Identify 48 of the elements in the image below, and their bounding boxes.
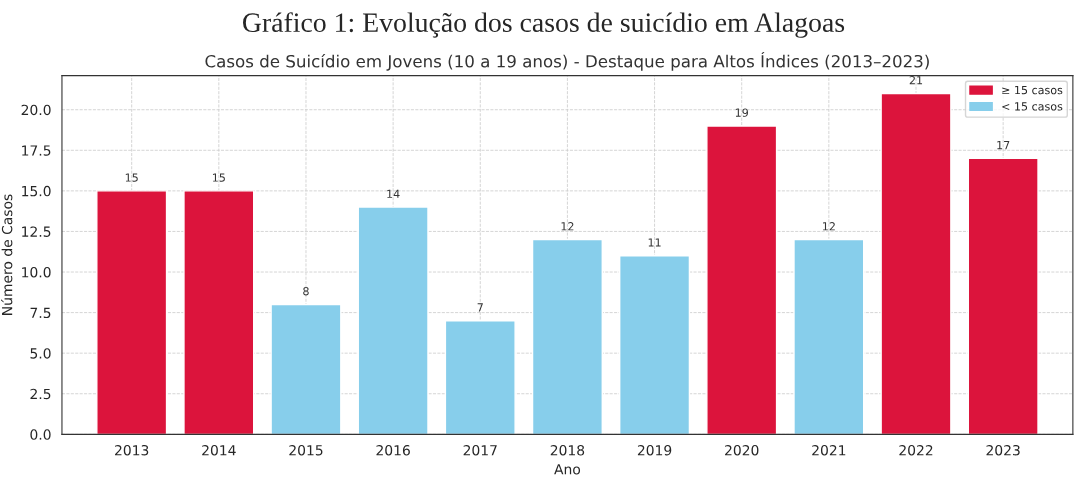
x-tick-label: 2013 <box>115 444 149 456</box>
y-tick-label: 2.5 <box>30 388 51 400</box>
data-label: 8 <box>303 286 309 296</box>
data-label: 15 <box>212 173 225 182</box>
bar <box>270 303 342 435</box>
y-tick-label: 20.0 <box>21 104 51 116</box>
data-label: 11 <box>648 238 661 247</box>
data-label: 12 <box>823 222 835 231</box>
bar <box>357 206 429 435</box>
x-tick-label: 2021 <box>812 444 846 456</box>
data-label: 14 <box>387 189 400 198</box>
y-tick-label: 15.0 <box>22 185 51 197</box>
y-tick-label: 7.5 <box>30 307 51 319</box>
x-tick-label: 2015 <box>289 444 323 456</box>
y-tick-label: 5.0 <box>30 348 51 359</box>
bar <box>706 125 778 435</box>
x-tick-label: 2023 <box>986 444 1020 456</box>
bar <box>793 238 865 435</box>
y-tick-label: 12.5 <box>22 226 51 237</box>
bar <box>619 255 691 435</box>
chart-subtitle: Casos de Suicídio em Jovens (10 a 19 anos) - Destaque para Altos Índices (2013–2023) <box>205 51 929 71</box>
bar <box>531 238 603 435</box>
data-label: 19 <box>735 108 748 117</box>
x-tick-label: 2019 <box>637 444 672 456</box>
y-tick-label: 0.0 <box>30 429 51 440</box>
x-tick-label: 2014 <box>202 444 236 456</box>
y-axis-title: Número de Casos <box>1 194 13 315</box>
x-tick-label: 2022 <box>899 444 933 456</box>
bar <box>967 157 1039 435</box>
y-tick-label: 10.0 <box>22 266 51 278</box>
x-tick-label: 2016 <box>376 444 410 456</box>
data-label: 15 <box>125 173 138 182</box>
bar <box>880 92 952 435</box>
legend-label: ≥ 15 casos <box>1002 85 1063 95</box>
x-axis-title: Ano <box>554 464 581 475</box>
x-tick-label: 2017 <box>463 444 497 456</box>
legend-label: < 15 casos <box>1002 102 1063 111</box>
data-label: 7 <box>477 303 483 312</box>
bar <box>96 190 168 435</box>
y-tick-label: 17.5 <box>22 145 51 156</box>
data-label: 12 <box>561 222 574 231</box>
chart-title: Gráfico 1: Evolução dos casos de suicídio em Alagoas <box>243 12 845 38</box>
bar <box>444 320 516 435</box>
data-label: 21 <box>909 75 923 85</box>
x-tick-label: 2020 <box>725 444 759 456</box>
bar <box>183 190 255 435</box>
data-label: 17 <box>997 141 1010 150</box>
x-tick-label: 2018 <box>550 444 585 456</box>
